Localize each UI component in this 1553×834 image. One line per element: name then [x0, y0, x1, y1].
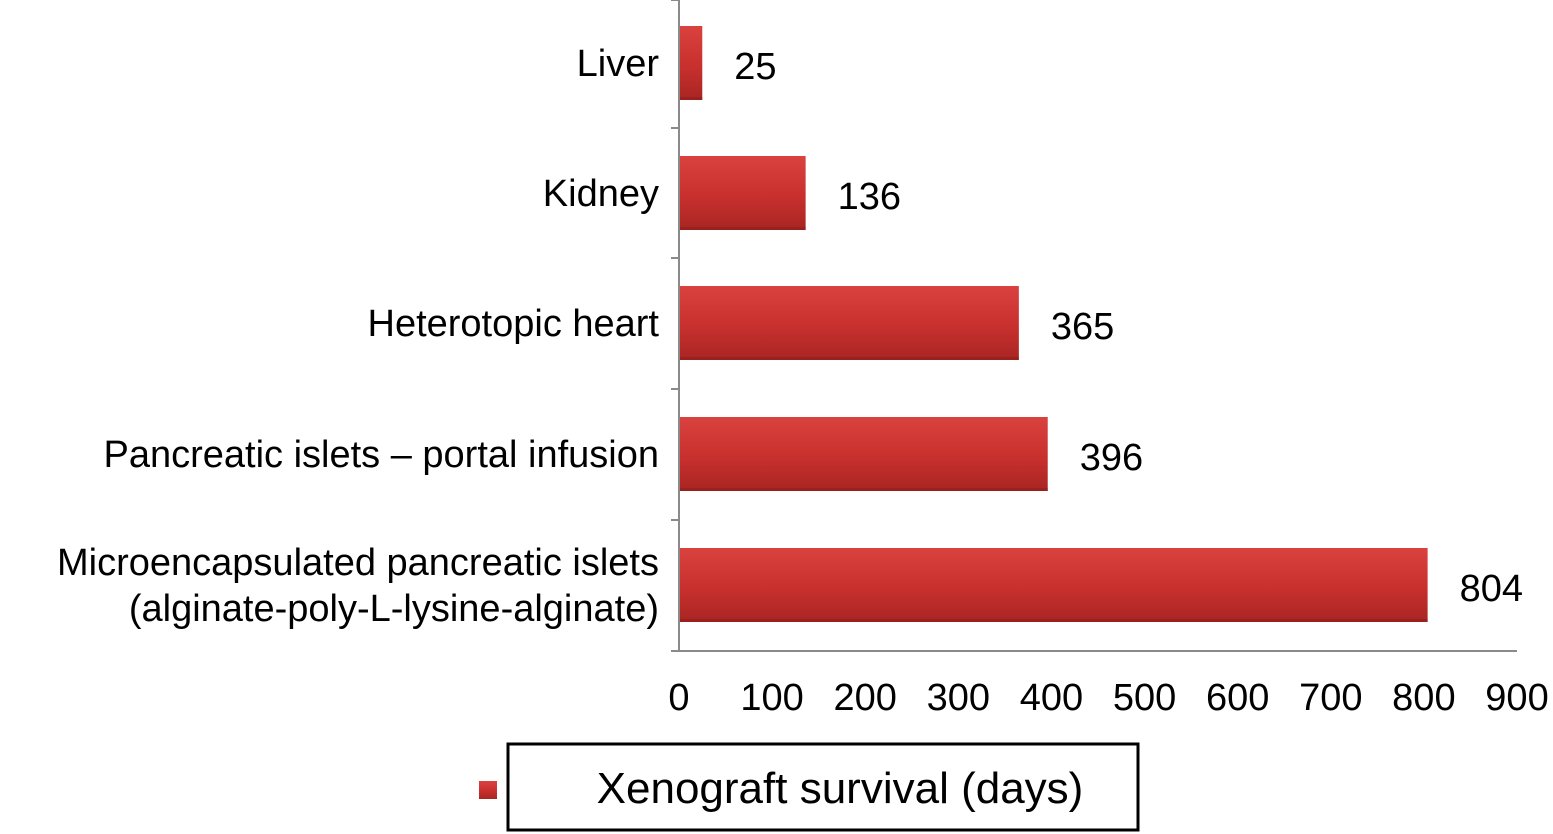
axes — [671, 0, 1517, 652]
bars-layer — [679, 26, 1428, 622]
bar — [679, 286, 1019, 360]
category-label: (alginate-poly-L-lysine-alginate) — [129, 588, 659, 630]
category-label: Microencapsulated pancreatic islets — [57, 542, 659, 584]
data-label: 365 — [1051, 306, 1114, 348]
x-tick-label: 400 — [1020, 677, 1083, 719]
bar — [679, 26, 703, 100]
data-label: 136 — [838, 176, 901, 218]
bar — [679, 548, 1428, 622]
legend-box — [506, 742, 1140, 832]
data-label: 396 — [1080, 437, 1143, 479]
category-label: Heterotopic heart — [368, 303, 660, 345]
x-tick-label: 300 — [927, 677, 990, 719]
category-labels: Liver Kidney Heterotopic heart Pancreatic i… — [57, 43, 659, 630]
x-tick-label: 0 — [668, 677, 689, 719]
x-tick-label: 600 — [1206, 677, 1269, 719]
value-labels: 25 136 365 396 804 — [734, 46, 1523, 610]
legend-swatch — [479, 781, 497, 799]
category-label: Liver — [577, 43, 660, 85]
data-label: 804 — [1460, 568, 1523, 610]
bar-shadow — [679, 97, 703, 100]
category-label: Kidney — [543, 173, 659, 215]
x-tick-label: 100 — [740, 677, 803, 719]
bar-shadow — [679, 488, 1048, 491]
category-label: Pancreatic islets – portal infusion — [103, 434, 659, 476]
x-tick-label: 800 — [1392, 677, 1455, 719]
x-tick-labels: 0 100 200 300 400 500 600 700 800 900 — [668, 677, 1548, 719]
bar-shadow — [679, 357, 1019, 360]
legend: Xenograft survival (days) — [479, 742, 1140, 832]
bar-shadow — [679, 619, 1428, 622]
x-tick-label: 500 — [1113, 677, 1176, 719]
x-tick-label: 200 — [834, 677, 897, 719]
bar — [679, 417, 1048, 491]
bar-shadow — [679, 227, 806, 230]
data-label: 25 — [734, 46, 776, 88]
x-tick-label: 700 — [1299, 677, 1362, 719]
legend-series-label: Xenograft survival (days) — [597, 764, 1084, 813]
x-tick-label: 900 — [1485, 677, 1548, 719]
bar — [679, 156, 806, 230]
